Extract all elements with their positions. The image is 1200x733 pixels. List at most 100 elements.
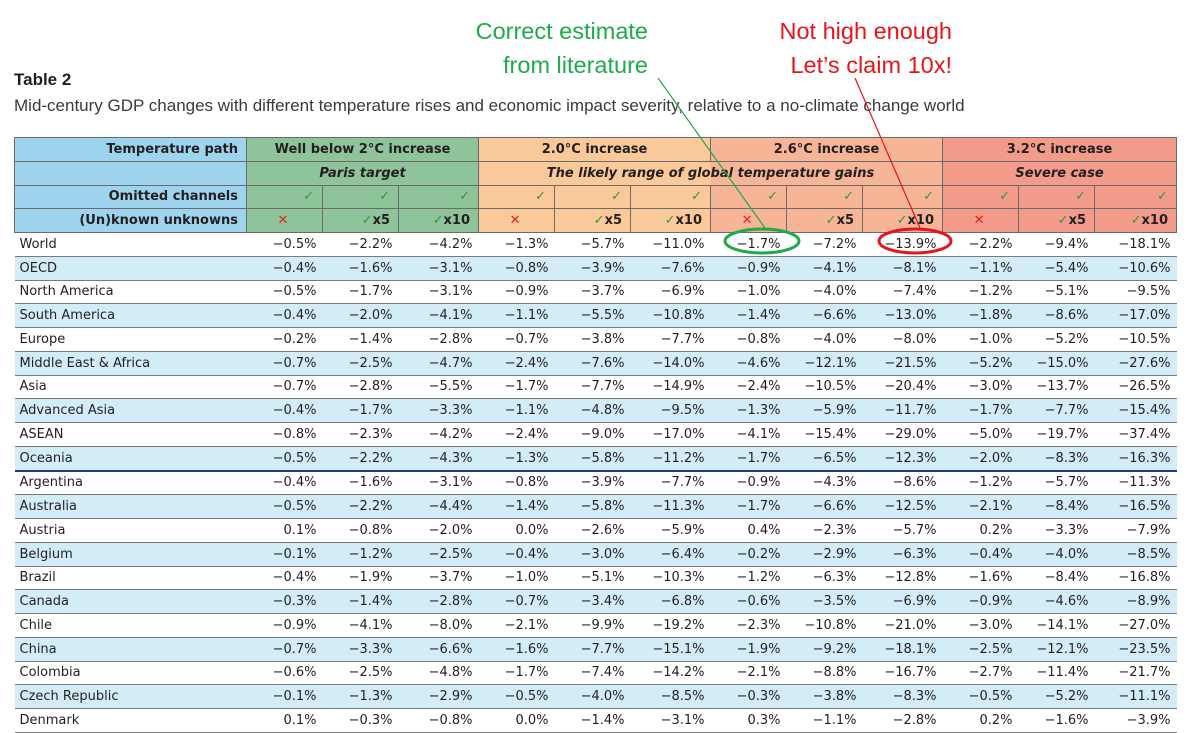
value-cell: −5.2% xyxy=(1018,327,1095,352)
group-title: 3.2°C increase xyxy=(942,137,1178,162)
check-icon: ✓ xyxy=(1130,213,1142,229)
unknowns-label: (Un)known unknowns xyxy=(14,208,247,233)
cross-icon: ✕ xyxy=(741,213,753,229)
value-cell: −21.0% xyxy=(862,613,943,638)
table-row: North America −0.5% −1.7% −3.1% −0.9% −3.7% −6… xyxy=(14,279,1177,304)
value-cell: −0.5% xyxy=(246,279,323,304)
value-cell: −1.4% xyxy=(322,327,399,352)
value-cell: −2.1% xyxy=(942,494,1019,519)
value-cell: −0.4% xyxy=(246,398,323,423)
check-icon: ✓ xyxy=(593,213,605,229)
table-caption: Mid-century GDP changes with different t… xyxy=(14,96,965,115)
value-cell: −5.7% xyxy=(554,232,631,257)
table-row: South America −0.4% −2.0% −4.1% −1.1% −5.5% −1… xyxy=(14,303,1177,328)
value-cell: −12.1% xyxy=(1018,636,1095,661)
value-cell: −2.8% xyxy=(862,708,943,733)
value-cell: −6.6% xyxy=(786,494,863,519)
value-cell: −11.7% xyxy=(862,398,943,423)
check-icon: ✓ xyxy=(691,189,703,205)
cross-icon: ✕ xyxy=(973,213,985,229)
value-cell: −5.4% xyxy=(1018,255,1095,280)
value-cell: −0.7% xyxy=(478,589,555,614)
multiplier-label: x10 xyxy=(443,213,471,229)
header-row-subtitle: Paris target The likely range of global … xyxy=(14,160,1178,186)
table-row: Argentina −0.4% −1.6% −3.1% −0.8% −3.9% −7.7% −… xyxy=(14,469,1177,495)
value-cell: −7.7% xyxy=(630,327,711,352)
value-cell: −1.0% xyxy=(942,327,1019,352)
value-cell: −0.4% xyxy=(478,541,555,566)
value-cell: −0.8% xyxy=(710,327,787,352)
value-cell: −11.3% xyxy=(630,494,711,519)
value-cell: 0.3% xyxy=(710,708,787,733)
multiplier-label: x10 xyxy=(675,213,703,229)
value-cell: −0.4% xyxy=(942,541,1019,566)
value-cell: −3.5% xyxy=(786,589,863,614)
value-cell: −0.7% xyxy=(246,374,323,399)
red-annotation-line-1: Not high enough xyxy=(779,18,952,44)
value-cell: −3.9% xyxy=(1094,708,1177,733)
check-icon: ✓ xyxy=(535,189,547,205)
value-cell: −11.3% xyxy=(1094,469,1177,495)
check-icon: ✓ xyxy=(923,189,935,205)
check-icon: ✓ xyxy=(1057,213,1069,229)
value-cell: −8.1% xyxy=(862,255,943,280)
value-cell: −2.8% xyxy=(398,589,479,614)
green-annotation: Correct estimate from literature xyxy=(448,14,648,82)
omitted-check-icon: ✓ xyxy=(397,184,480,210)
value-cell: −4.3% xyxy=(786,469,863,495)
value-cell: −17.0% xyxy=(1094,303,1177,328)
value-cell: −0.4% xyxy=(246,303,323,328)
value-cell: −18.1% xyxy=(862,636,943,661)
value-cell: −5.5% xyxy=(398,374,479,399)
unknowns-cross-icon: ✕ xyxy=(246,208,323,233)
value-cell: −21.7% xyxy=(1094,660,1177,685)
value-cell: −5.1% xyxy=(1018,279,1095,304)
value-cell: −1.4% xyxy=(322,589,399,614)
value-cell: −1.6% xyxy=(942,565,1019,590)
multiplier-label: x10 xyxy=(907,213,935,229)
region-name: China xyxy=(14,636,247,661)
value-cell: −2.9% xyxy=(786,541,863,566)
value-cell: −2.9% xyxy=(398,684,479,709)
region-name: Middle East & Africa xyxy=(14,350,247,375)
value-cell: −1.3% xyxy=(478,232,555,257)
value-cell: −0.6% xyxy=(710,589,787,614)
value-cell: −2.2% xyxy=(322,494,399,519)
value-cell: 0.4% xyxy=(710,518,787,543)
value-cell: −1.1% xyxy=(478,303,555,328)
group-title: 2.0°C increase xyxy=(478,137,712,162)
table-row: Australia −0.5% −2.2% −4.4% −1.4% −5.8% −11.3%… xyxy=(14,494,1177,519)
unknowns-cross-icon: ✕ xyxy=(942,208,1020,233)
value-cell: −4.6% xyxy=(1018,589,1095,614)
value-cell: −0.9% xyxy=(710,255,787,280)
value-cell: −5.8% xyxy=(554,445,631,471)
region-name: ASEAN xyxy=(14,422,247,447)
multiplier-label: x5 xyxy=(372,213,390,229)
omitted-check-icon: ✓ xyxy=(630,184,712,210)
table-row: Middle East & Africa −0.7% −2.5% −4.7% −2.4%… xyxy=(14,350,1177,375)
unknowns-x10: ✓x10 xyxy=(1094,208,1178,233)
value-cell: −0.7% xyxy=(246,350,323,375)
value-cell: −8.6% xyxy=(862,469,943,495)
value-cell: −3.7% xyxy=(398,565,479,590)
value-cell: −4.8% xyxy=(398,660,479,685)
value-cell: −14.9% xyxy=(630,374,711,399)
value-cell: −3.3% xyxy=(1018,518,1095,543)
value-cell: −10.5% xyxy=(1094,327,1177,352)
value-cell: −12.5% xyxy=(862,494,943,519)
value-cell: −15.4% xyxy=(1094,398,1177,423)
value-cell: −11.2% xyxy=(630,445,711,471)
check-icon: ✓ xyxy=(379,189,390,205)
multiplier-label: x10 xyxy=(1141,213,1169,229)
cross-icon: ✕ xyxy=(509,213,521,229)
value-cell: −10.6% xyxy=(1094,255,1177,280)
value-cell: −4.8% xyxy=(554,398,631,423)
unknowns-x10: ✓x10 xyxy=(397,208,480,233)
value-cell: −3.1% xyxy=(398,279,479,304)
value-cell: −0.2% xyxy=(710,541,787,566)
unknowns-x5: ✓x5 xyxy=(786,208,864,233)
value-cell: −0.4% xyxy=(246,469,323,495)
value-cell: −5.8% xyxy=(554,494,631,519)
value-cell: −8.4% xyxy=(1018,565,1095,590)
value-cell: −5.9% xyxy=(630,518,711,543)
